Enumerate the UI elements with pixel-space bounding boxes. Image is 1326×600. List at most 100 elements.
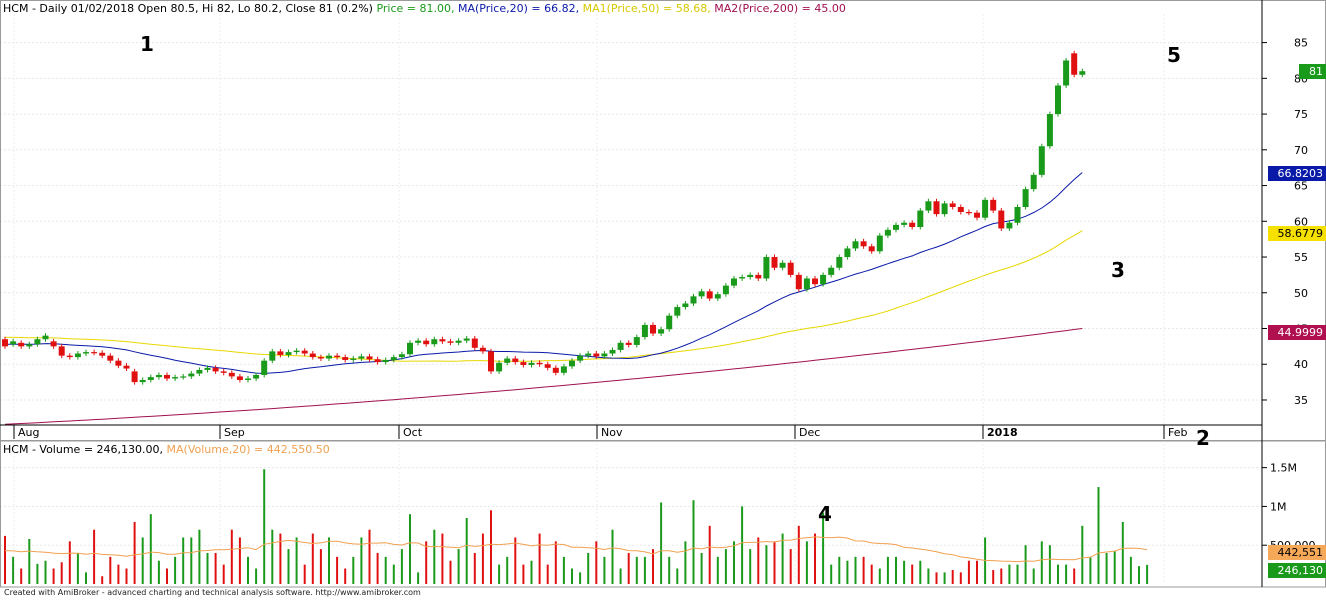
candle-body (617, 342, 624, 350)
candle-body (836, 257, 843, 268)
ma200-line (4, 328, 1083, 425)
candle-body (998, 210, 1005, 229)
price-legend-price: Price = 81.00, (376, 2, 455, 15)
candle-body (982, 199, 989, 218)
candle-body (172, 377, 179, 379)
volume-pane-legend: HCM - Volume = 246,130.00, MA(Volume,20)… (3, 443, 330, 457)
candle-body (852, 241, 859, 249)
candle-body (755, 274, 762, 279)
candle-body (447, 341, 454, 343)
candle-body (188, 373, 195, 377)
candle-body (1071, 53, 1078, 75)
candle-body (1006, 222, 1013, 229)
candle-body (439, 339, 446, 342)
candle-body (658, 329, 665, 334)
price-legend-ma50: MA1(Price,50) = 58.68, (582, 2, 711, 15)
candle-body (66, 355, 73, 358)
candle-body (245, 378, 251, 380)
candle-body (423, 340, 430, 345)
candle-body (957, 206, 964, 212)
candle-body (520, 362, 527, 365)
candle-body (228, 372, 235, 377)
candle-body (309, 353, 316, 358)
candle-body (504, 358, 511, 363)
candle-body (650, 324, 656, 334)
candle-body (512, 358, 519, 363)
candle-body (261, 360, 268, 375)
candle-body (390, 357, 397, 360)
candle-body (99, 352, 106, 356)
candle-body (74, 353, 81, 358)
date-label: Aug (18, 426, 39, 439)
candle-body (91, 352, 98, 354)
candle-body (496, 362, 503, 372)
candle-body (42, 335, 49, 340)
ma50-badge: 58.6779 (1267, 226, 1326, 241)
candle-body (139, 379, 146, 383)
candle-body (941, 203, 948, 215)
close-price-badge-text: 81 (1309, 65, 1323, 78)
candle-body (731, 278, 737, 286)
candle-body (593, 353, 600, 357)
candle-body (366, 356, 373, 360)
candle-body (236, 376, 243, 380)
candle-body (917, 210, 924, 228)
candle-body (123, 365, 130, 369)
candle-body (706, 291, 713, 299)
candle-body (787, 262, 794, 275)
price-tick-label: 65 (1294, 180, 1308, 193)
candle-body (407, 342, 413, 355)
ma50-line (4, 230, 1083, 362)
candle-body (115, 360, 122, 366)
date-label: Sep (224, 426, 245, 439)
candle-body (326, 355, 332, 359)
candle-body (10, 341, 17, 345)
ma50-badge-text: 58.6779 (1277, 227, 1324, 240)
candle-body (1038, 146, 1045, 175)
volume-ma-badge: 442,551 (1267, 545, 1326, 560)
candle-body (795, 274, 802, 290)
price-tick-label: 85 (1294, 37, 1308, 50)
candle-body (1046, 114, 1053, 147)
candle-body (301, 350, 308, 354)
date-label: Oct (403, 426, 423, 439)
candle-body (196, 369, 203, 374)
candle-body (358, 356, 365, 359)
candle-body (990, 199, 997, 211)
candle-body (763, 257, 770, 279)
candle-body (552, 367, 559, 373)
price-tick-label: 55 (1294, 251, 1308, 264)
candle-body (1063, 60, 1070, 86)
candle-body (415, 340, 422, 343)
candle-body (828, 267, 835, 275)
date-label: Feb (1168, 426, 1187, 439)
price-legend-prefix: HCM - Daily 01/02/2018 Open 80.5, Hi 82,… (3, 2, 373, 15)
annotation-4: 4 (818, 502, 832, 526)
candle-body (625, 342, 632, 345)
candle-body (155, 374, 162, 378)
candle-body (1014, 206, 1021, 223)
candle-body (528, 362, 535, 365)
close-price-badge: 81 (1299, 64, 1326, 79)
candle-body (868, 246, 875, 252)
candle-body (544, 364, 551, 368)
candle-body (577, 355, 584, 361)
candle-body (18, 342, 25, 347)
candle-body (1022, 189, 1029, 207)
candle-body (50, 341, 57, 347)
candle-body (633, 337, 640, 345)
candle-body (884, 229, 891, 236)
candle-body (107, 355, 114, 361)
annotation-5: 5 (1167, 43, 1181, 67)
candle-body (220, 371, 227, 373)
candle-body (779, 262, 786, 268)
candle-body (690, 296, 697, 304)
candle-body (812, 278, 818, 285)
candle-body (1055, 85, 1061, 115)
candle-body (26, 344, 33, 347)
candle-body (455, 340, 462, 343)
volume-ma-line (4, 536, 1148, 563)
candle-body (844, 248, 851, 258)
candle-body (398, 354, 405, 358)
